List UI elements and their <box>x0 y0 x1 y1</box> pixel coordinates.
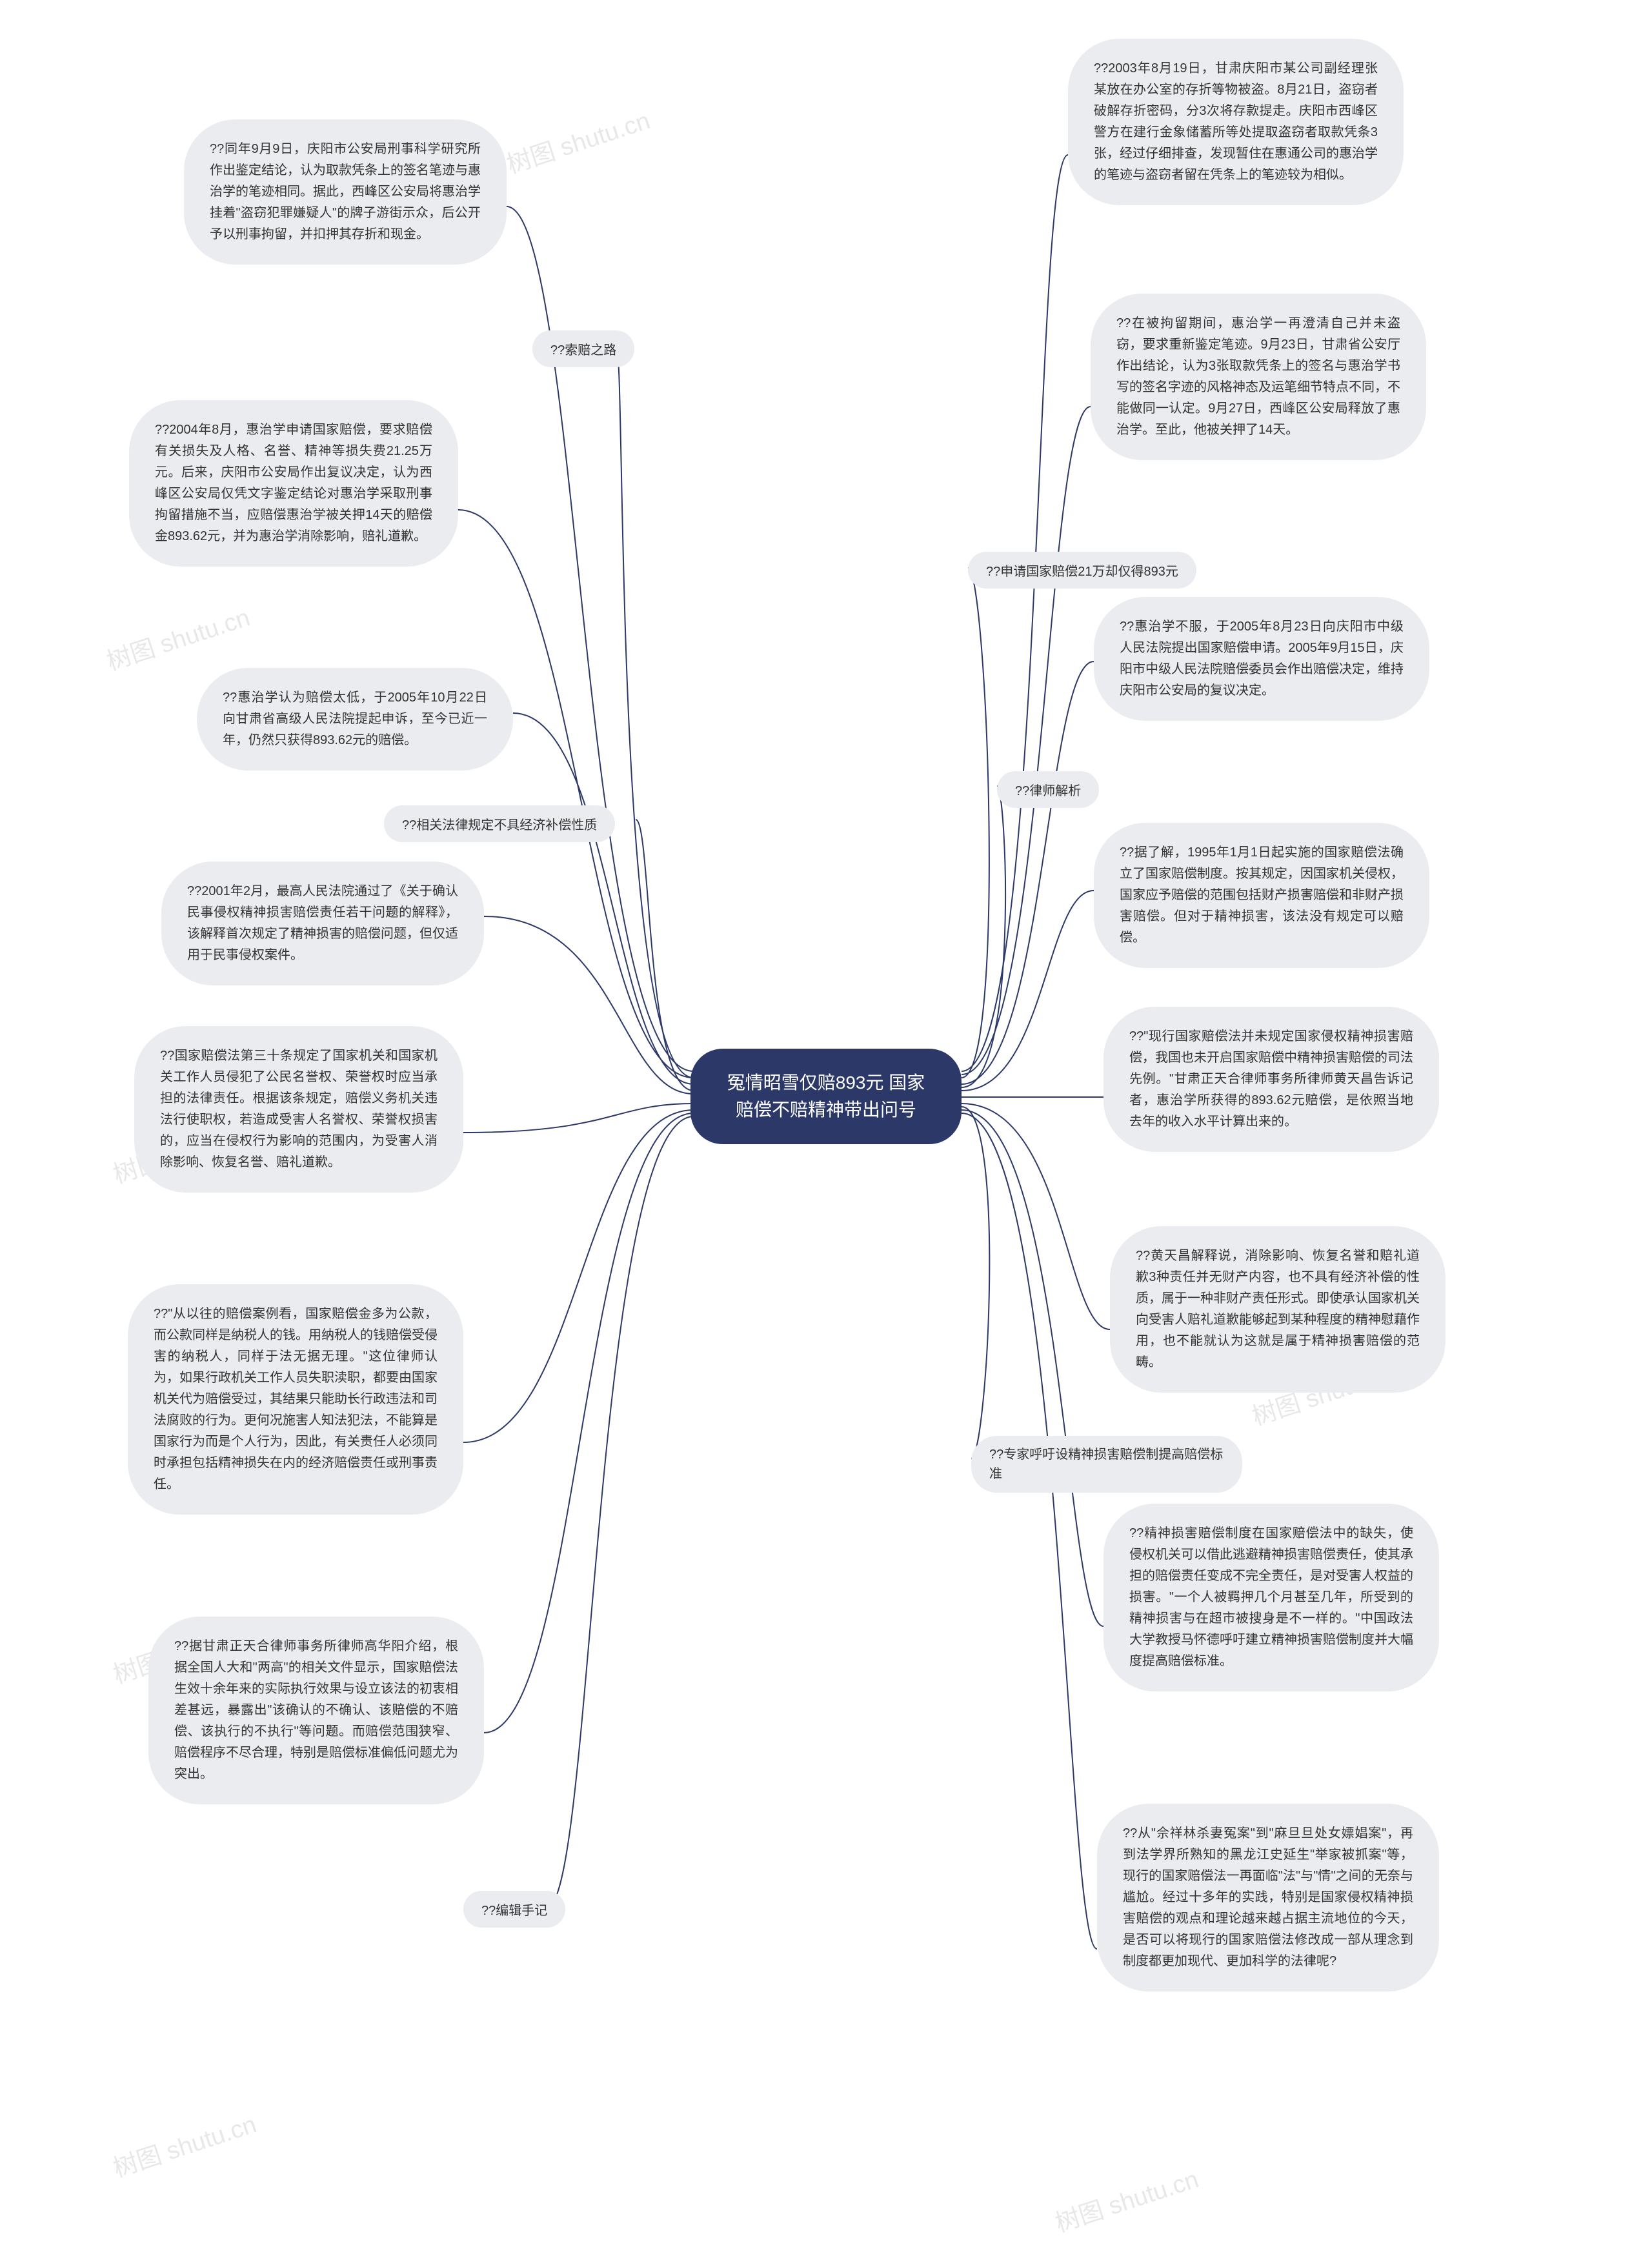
right-bubble-1: ??2003年8月19日，甘肃庆阳市某公司副经理张某放在办公室的存折等物被盗。8… <box>1068 39 1404 205</box>
bubble-text: ??惠治学认为赔偿太低，于2005年10月22日向甘肃省高级人民法院提起申诉，至… <box>223 691 487 747</box>
right-small-2: ??律师解析 <box>997 771 1099 808</box>
right-bubble-8: ??从"佘祥林杀妻冤案"到"麻旦旦处女嫖娼案"，再到法学界所熟知的黑龙江史延生"… <box>1097 1804 1439 1992</box>
bubble-text: ??惠治学不服，于2005年8月23日向庆阳市中级人民法院提出国家赔偿申请。20… <box>1120 620 1404 698</box>
bubble-text: ??律师解析 <box>1015 784 1081 798</box>
bubble-text: ??从"佘祥林杀妻冤案"到"麻旦旦处女嫖娼案"，再到法学界所熟知的黑龙江史延生"… <box>1123 1826 1413 1968</box>
center-topic: 冤情昭雪仅赔893元 国家赔偿不赔精神带出问号 <box>690 1049 962 1144</box>
bubble-text: ??黄天昌解释说，消除影响、恢复名誉和赔礼道歉3种责任并无财产内容，也不具有经济… <box>1136 1249 1420 1369</box>
bubble-text: ??精神损害赔偿制度在国家赔偿法中的缺失，使侵权机关可以借此逃避精神损害赔偿责任… <box>1129 1526 1413 1668</box>
watermark: 树图 shutu.cn <box>1050 2159 1202 2239</box>
right-bubble-4: ??据了解，1995年1月1日起实施的国家赔偿法确立了国家赔偿制度。按其规定，因… <box>1094 823 1429 968</box>
right-bubble-3: ??惠治学不服，于2005年8月23日向庆阳市中级人民法院提出国家赔偿申请。20… <box>1094 597 1429 721</box>
watermark: 树图 shutu.cn <box>108 2104 260 2184</box>
left-bubble-6: ??"从以往的赔偿案例看，国家赔偿金多为公款，而公款同样是纳税人的钱。用纳税人的… <box>128 1284 463 1515</box>
bubble-text: ??专家呼吁设精神损害赔偿制提高赔偿标准 <box>989 1447 1223 1481</box>
left-small-3: ??编辑手记 <box>463 1891 565 1928</box>
right-bubble-6: ??黄天昌解释说，消除影响、恢复名誉和赔礼道歉3种责任并无财产内容，也不具有经济… <box>1110 1226 1446 1393</box>
left-bubble-5: ??国家赔偿法第三十条规定了国家机关和国家机关工作人员侵犯了公民名誉权、荣誉权时… <box>134 1026 463 1193</box>
bubble-text: ??编辑手记 <box>481 1904 547 1918</box>
bubble-text: ??"从以往的赔偿案例看，国家赔偿金多为公款，而公款同样是纳税人的钱。用纳税人的… <box>154 1307 438 1491</box>
left-bubble-7: ??据甘肃正天合律师事务所律师高华阳介绍，根据全国人大和"两高"的相关文件显示，… <box>148 1617 484 1804</box>
bubble-text: ??据甘肃正天合律师事务所律师高华阳介绍，根据全国人大和"两高"的相关文件显示，… <box>174 1639 458 1781</box>
bubble-text: ??申请国家赔偿21万却仅得893元 <box>986 565 1178 579</box>
bubble-text: ??2001年2月，最高人民法院通过了《关于确认民事侵权精神损害赔偿责任若干问题… <box>187 884 458 962</box>
right-small-3: ??专家呼吁设精神损害赔偿制提高赔偿标准 <box>971 1436 1242 1493</box>
bubble-text: ??在被拘留期间，惠治学一再澄清自己并未盗窃，要求重新鉴定笔迹。9月23日，甘肃… <box>1116 316 1400 437</box>
right-bubble-7: ??精神损害赔偿制度在国家赔偿法中的缺失，使侵权机关可以借此逃避精神损害赔偿责任… <box>1103 1504 1439 1691</box>
bubble-text: ??索赔之路 <box>550 343 616 358</box>
bubble-text: ??"现行国家赔偿法并未规定国家侵权精神损害赔偿，我国也未开启国家赔偿中精神损害… <box>1129 1029 1413 1129</box>
center-title: 冤情昭雪仅赔893元 国家赔偿不赔精神带出问号 <box>727 1073 925 1120</box>
bubble-text: ??2004年8月，惠治学申请国家赔偿，要求赔偿有关损失及人格、名誉、精神等损失… <box>155 423 432 543</box>
watermark: 树图 shutu.cn <box>501 101 654 180</box>
right-small-1: ??申请国家赔偿21万却仅得893元 <box>968 552 1196 589</box>
left-small-2: ??相关法律规定不具经济补偿性质 <box>384 805 615 842</box>
left-bubble-2: ??2004年8月，惠治学申请国家赔偿，要求赔偿有关损失及人格、名誉、精神等损失… <box>129 400 458 567</box>
left-bubble-4: ??2001年2月，最高人民法院通过了《关于确认民事侵权精神损害赔偿责任若干问题… <box>161 862 484 985</box>
left-bubble-3: ??惠治学认为赔偿太低，于2005年10月22日向甘肃省高级人民法院提起申诉，至… <box>197 668 513 771</box>
right-bubble-2: ??在被拘留期间，惠治学一再澄清自己并未盗窃，要求重新鉴定笔迹。9月23日，甘肃… <box>1091 294 1426 460</box>
bubble-text: ??据了解，1995年1月1日起实施的国家赔偿法确立了国家赔偿制度。按其规定，因… <box>1120 845 1404 945</box>
watermark: 树图 shutu.cn <box>101 598 254 677</box>
bubble-text: ??2003年8月19日，甘肃庆阳市某公司副经理张某放在办公室的存折等物被盗。8… <box>1094 61 1378 182</box>
left-small-1: ??索赔之路 <box>532 330 634 367</box>
bubble-text: ??相关法律规定不具经济补偿性质 <box>402 818 597 832</box>
right-bubble-5: ??"现行国家赔偿法并未规定国家侵权精神损害赔偿，我国也未开启国家赔偿中精神损害… <box>1103 1007 1439 1152</box>
bubble-text: ??国家赔偿法第三十条规定了国家机关和国家机关工作人员侵犯了公民名誉权、荣誉权时… <box>160 1049 438 1169</box>
bubble-text: ??同年9月9日，庆阳市公安局刑事科学研究所作出鉴定结论，认为取款凭条上的签名笔… <box>210 142 481 241</box>
left-bubble-1: ??同年9月9日，庆阳市公安局刑事科学研究所作出鉴定结论，认为取款凭条上的签名笔… <box>184 119 507 265</box>
